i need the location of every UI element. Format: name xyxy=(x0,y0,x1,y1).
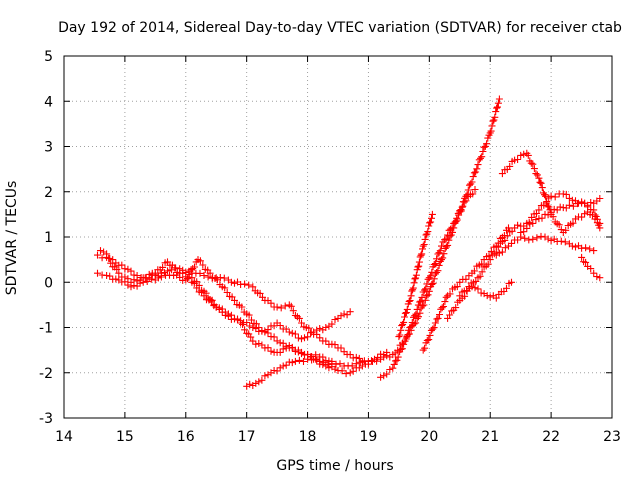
y-tick-labels: -3 -2 -1 0 1 2 3 4 5 xyxy=(39,49,53,427)
series-markers xyxy=(498,149,604,236)
series-track-14 xyxy=(578,253,604,282)
series-track-4 xyxy=(188,278,391,378)
x-tick-label: 21 xyxy=(481,429,499,445)
x-tick-label: 23 xyxy=(603,429,621,445)
series-track-8 xyxy=(419,224,512,354)
x-tick-label: 16 xyxy=(177,429,195,445)
y-tick-label: -3 xyxy=(39,411,53,427)
y-tick-label: -1 xyxy=(39,321,53,337)
series-markers xyxy=(492,232,598,259)
x-axis-title: GPS time / hours xyxy=(276,458,393,474)
x-tick-labels: 14 15 16 17 18 19 20 21 22 23 xyxy=(55,429,621,445)
series-markers xyxy=(419,224,512,354)
series-markers xyxy=(94,251,354,343)
x-tick-label: 19 xyxy=(360,429,378,445)
series-track-1 xyxy=(94,251,354,343)
y-tick-label: 3 xyxy=(44,140,53,156)
series-track-5 xyxy=(243,95,503,390)
y-tick-label: 0 xyxy=(44,275,53,291)
series-track-6 xyxy=(377,186,479,381)
y-axis-title: SDTVAR / TECUs xyxy=(4,181,20,296)
y-tick-label: 5 xyxy=(44,49,53,65)
series-markers xyxy=(578,253,604,282)
series-markers xyxy=(377,186,479,381)
series-track-13 xyxy=(517,199,604,236)
y-tick-label: 1 xyxy=(44,230,53,246)
axis-ticks xyxy=(63,55,613,419)
data-series xyxy=(94,95,604,390)
series-markers xyxy=(517,199,604,236)
x-tick-label: 17 xyxy=(238,429,256,445)
x-tick-label: 18 xyxy=(299,429,317,445)
y-tick-label: 2 xyxy=(44,185,53,201)
x-tick-label: 22 xyxy=(542,429,560,445)
x-tick-label: 20 xyxy=(420,429,438,445)
y-tick-label: 4 xyxy=(44,94,53,110)
series-track-7 xyxy=(395,210,436,341)
x-tick-label: 15 xyxy=(116,429,134,445)
series-track-12 xyxy=(492,232,598,259)
series-markers xyxy=(243,95,503,390)
x-tick-label: 14 xyxy=(55,429,73,445)
chart-title: Day 192 of 2014, Sidereal Day-to-day VTE… xyxy=(58,20,622,36)
y-tick-label: -2 xyxy=(39,366,53,382)
series-markers xyxy=(395,210,436,341)
series-markers xyxy=(188,278,391,378)
series-track-11 xyxy=(498,149,604,236)
